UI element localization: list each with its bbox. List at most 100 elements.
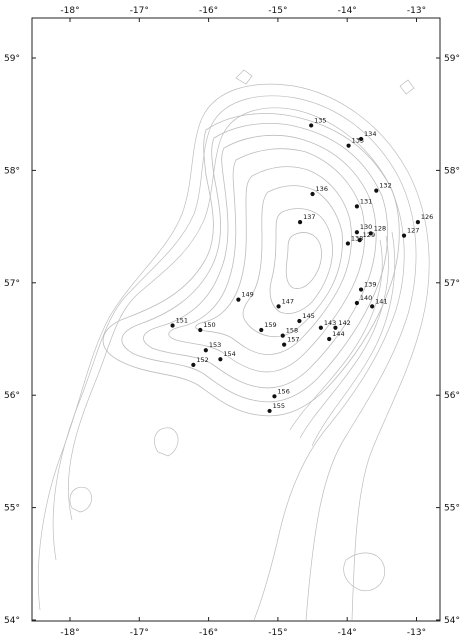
depth-contour [195,166,352,355]
longitude-label-bottom: -17° [130,628,149,638]
station-label-139: 139 [364,281,376,289]
latitude-label-left: 56° [4,391,20,401]
station-label-150: 150 [203,321,215,329]
map-border [31,17,441,622]
station-marker-145 [297,318,302,324]
depth-contour [285,232,322,289]
latitude-label-right: 54° [444,616,460,626]
longitude-label-bottom: -15° [268,628,287,638]
latitude-label-left: 57° [4,279,20,289]
station-marker-141 [370,304,375,309]
latitude-label-left: 55° [4,504,20,514]
station-marker-147 [276,304,281,309]
bottom-longitude-labels: -18° -17° -16° -15° -14° -13° [60,628,426,638]
longitude-label-bottom: -14° [338,628,357,638]
station-marker-144 [327,336,332,342]
longitude-label-top: -16° [199,6,218,16]
station-marker-156 [272,394,277,399]
station-label-143: 143 [324,319,336,327]
depth-contour [235,69,253,85]
station-marker-155 [267,408,272,414]
station-marker-132 [374,188,379,193]
depth-contour [68,107,405,621]
station-marker-138 [345,241,350,246]
station-label-131: 131 [360,197,372,205]
station-label-134: 134 [364,130,376,138]
station-marker-157 [282,342,287,347]
longitude-label-top: -13° [407,6,426,16]
station-label-151: 151 [176,317,188,325]
longitude-label-bottom: -18° [60,628,79,638]
station-marker-143 [318,325,323,330]
depth-contour [154,427,179,457]
bathymetry-contours [37,69,430,621]
station-marker-131 [354,204,360,209]
station-marker-127 [401,233,407,238]
latitude-label-right: 57° [444,279,460,289]
longitude-label-top: -17° [130,6,149,16]
station-marker-135 [309,123,314,128]
station-label-128: 128 [374,224,386,232]
station-marker-139 [358,287,364,292]
left-latitude-labels: 59° 58° 57° 56° 55° 54° [4,54,20,626]
latitude-label-left: 58° [4,166,20,176]
latitude-label-right: 55° [444,504,460,514]
depth-contour [37,83,430,621]
station-label-135: 135 [314,116,326,124]
map-frame [31,17,441,622]
station-label-156: 156 [277,387,289,395]
station-label-132: 132 [379,182,391,190]
longitude-label-top: -15° [268,6,287,16]
station-label-145: 145 [302,312,314,320]
station-marker-134 [358,136,364,142]
depth-contour [289,239,383,431]
depth-contour [343,552,386,592]
station-label-157: 157 [287,336,299,344]
station-marker-158 [280,333,285,338]
station-label-126: 126 [421,213,433,221]
station-label-136: 136 [316,185,328,193]
depth-contour [102,113,400,417]
station-label-140: 140 [360,294,372,302]
station-marker-153 [203,348,208,353]
longitude-label-bottom: -13° [407,628,426,638]
station-marker-126 [415,220,420,225]
station-marker-150 [198,327,203,333]
station-marker-152 [191,362,196,367]
station-label-155: 155 [273,402,285,410]
station-label-147: 147 [282,297,294,305]
depth-contour [269,208,333,314]
latitude-label-left: 54° [4,616,20,626]
station-label-138: 138 [351,234,363,242]
longitude-label-top: -14° [338,6,357,16]
station-marker-142 [333,325,338,330]
depth-contour [143,134,377,389]
station-marker-137 [297,220,303,225]
station-label-144: 144 [332,330,344,338]
station-label-129: 129 [363,231,375,239]
station-marker-149 [236,297,241,302]
station-label-158: 158 [286,327,298,335]
latitude-label-right: 59° [444,54,460,64]
station-label-141: 141 [375,297,387,305]
top-longitude-labels: -18° -17° -16° -15° -14° -13° [60,6,426,16]
longitude-label-top: -18° [60,6,79,16]
station-marker-129 [357,237,362,243]
depth-contour [168,148,366,373]
depth-contour [52,95,417,621]
latitude-label-right: 56° [444,391,460,401]
station-label-159: 159 [264,321,276,329]
station-marker-130 [354,230,360,235]
station-marker-159 [259,327,264,333]
station-label-149: 149 [241,291,253,299]
station-label-142: 142 [338,319,350,327]
depth-contour [311,231,396,447]
station-label-130: 130 [360,223,372,231]
station-marker-154 [218,357,223,362]
station-marker-136 [310,191,315,197]
station-label-133: 133 [352,137,364,145]
station-label-137: 137 [303,213,315,221]
latitude-label-right: 58° [444,166,460,176]
